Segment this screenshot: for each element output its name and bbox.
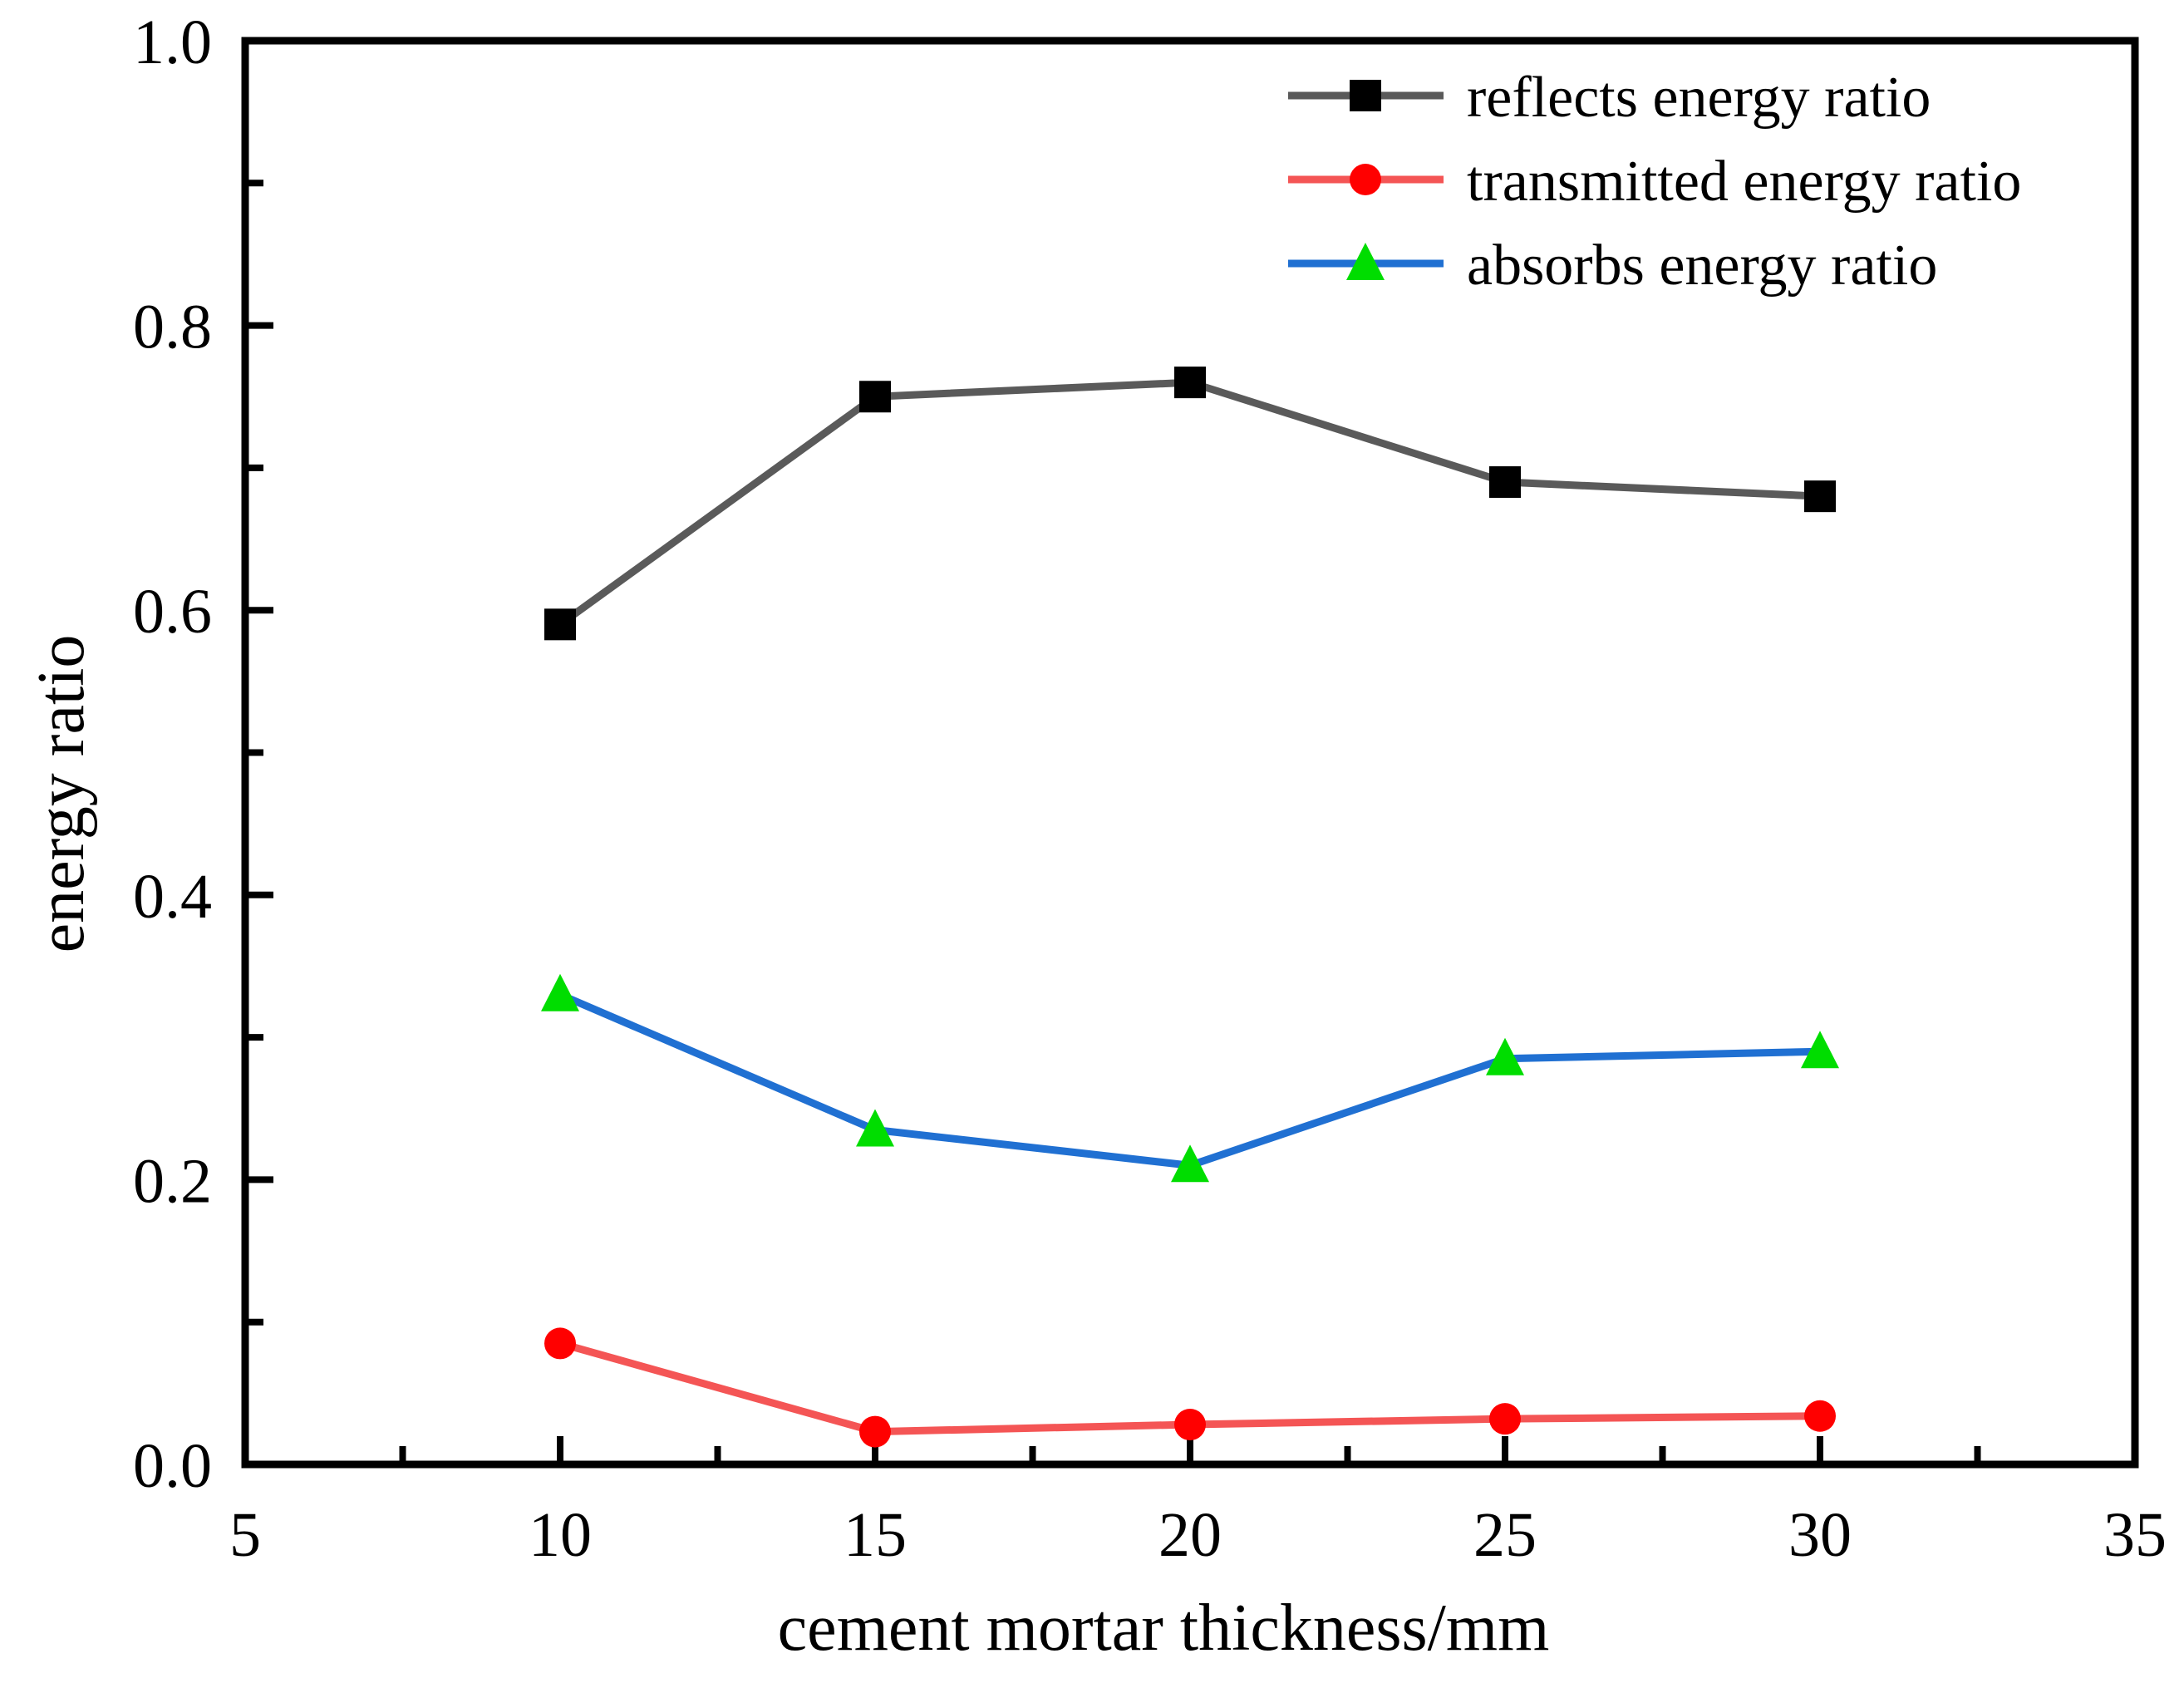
y-tick-label: 0.0 (133, 1431, 212, 1501)
legend-label: absorbs energy ratio (1467, 234, 1937, 298)
square-marker-icon (544, 608, 576, 641)
plot-frame (241, 37, 2139, 1469)
y-tick-label: 0.6 (133, 577, 212, 647)
series-line (558, 378, 1821, 627)
x-tick-label: 35 (2103, 1500, 2167, 1570)
x-tick-label: 30 (1788, 1500, 1852, 1570)
square-marker-icon (1804, 480, 1836, 513)
square-marker-icon (859, 381, 891, 413)
y-tick-label: 1.0 (133, 7, 212, 77)
x-axis-title: cement mortar thickness/mm (778, 1592, 1550, 1665)
x-tick-label: 15 (844, 1500, 907, 1570)
y-tick-label: 0.4 (133, 862, 212, 932)
circle-marker-icon (1804, 1400, 1836, 1432)
x-tick-label: 5 (229, 1500, 261, 1570)
x-tick-label: 20 (1158, 1500, 1222, 1570)
series-triangle (541, 973, 1839, 1183)
x-tick-label: 25 (1473, 1500, 1537, 1570)
circle-marker-icon (544, 1327, 576, 1360)
series-square (544, 367, 1836, 641)
y-tick-label: 0.8 (133, 293, 212, 362)
triangle-marker-icon (541, 973, 579, 1011)
square-legend-marker-icon (1350, 80, 1381, 111)
legend: reflects energy ratio transmitted energy … (1288, 66, 2021, 298)
legend-item: transmitted energy ratio (1288, 150, 2021, 214)
triangle-marker-icon (1801, 1031, 1839, 1069)
plot-area: 5 10 15 20 25 30 35 0.0 0.2 0.4 0.6 0.8 1.0 reflects … (133, 7, 2167, 1570)
legend-item: reflects energy ratio (1288, 66, 1931, 130)
legend-label: transmitted energy ratio (1467, 150, 2021, 214)
x-tick-label: 10 (529, 1500, 592, 1570)
triangle-marker-icon (856, 1109, 894, 1147)
square-marker-icon (1174, 367, 1206, 399)
circle-legend-marker-icon (1350, 164, 1381, 195)
triangle-marker-icon (1171, 1144, 1209, 1183)
legend-item: absorbs energy ratio (1288, 234, 1937, 298)
series-circle (544, 1327, 1836, 1448)
y-axis-title: energy ratio (25, 635, 98, 953)
triangle-legend-marker-icon (1346, 243, 1385, 280)
circle-marker-icon (1489, 1403, 1521, 1435)
triangle-marker-icon (1486, 1037, 1524, 1075)
circle-marker-icon (1174, 1409, 1206, 1441)
y-tick-label: 0.2 (133, 1146, 212, 1216)
legend-label: reflects energy ratio (1467, 66, 1931, 130)
square-marker-icon (1489, 466, 1521, 499)
series-line (558, 991, 1821, 1169)
circle-marker-icon (859, 1415, 891, 1448)
